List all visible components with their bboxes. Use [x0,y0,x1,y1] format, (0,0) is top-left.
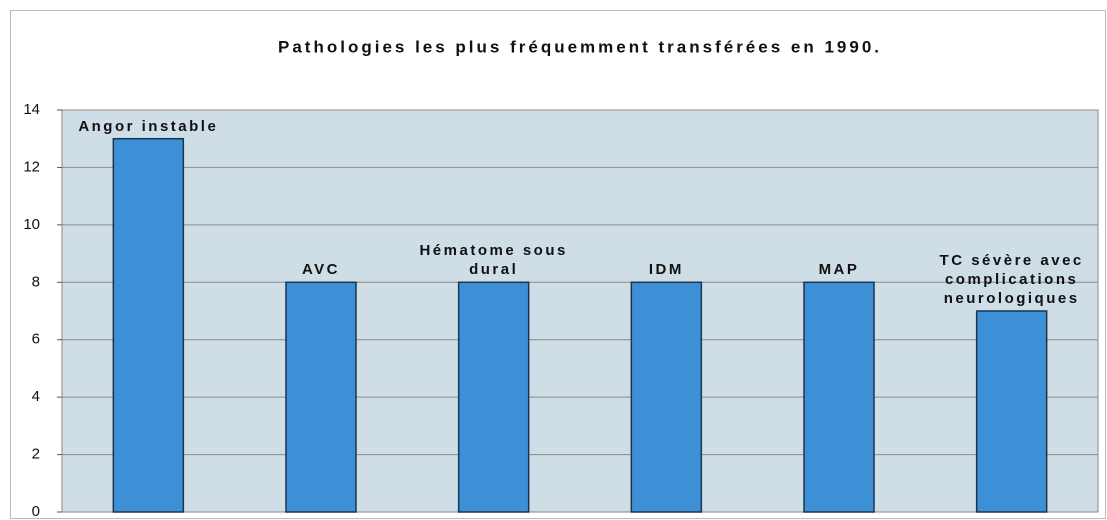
y-tick-label: 0 [32,503,40,520]
chart-title: Pathologies les plus fréquemment transfé… [278,37,882,56]
category-label: AVC [301,261,341,279]
category-label: Angor instable [78,117,219,135]
bar [285,281,357,513]
y-tick-label: 2 [32,446,40,463]
y-tick-label: 4 [32,388,40,405]
bar [630,281,703,513]
bar [457,281,530,513]
y-tick-label: 6 [32,331,40,348]
category-label: MAP [818,261,860,279]
y-tick-label: 8 [32,273,40,290]
y-tick-label: 14 [23,101,40,118]
category-label: IDM [648,261,684,279]
category-label: TC sévère avec complications neurologiqu… [939,252,1084,307]
category-label: Hématome sous dural [419,242,568,279]
bar [975,310,1048,513]
bar [803,281,875,513]
y-tick-label: 10 [23,216,40,233]
bar [112,137,185,513]
plot-area [61,109,1099,513]
y-tick-label: 12 [23,158,40,175]
